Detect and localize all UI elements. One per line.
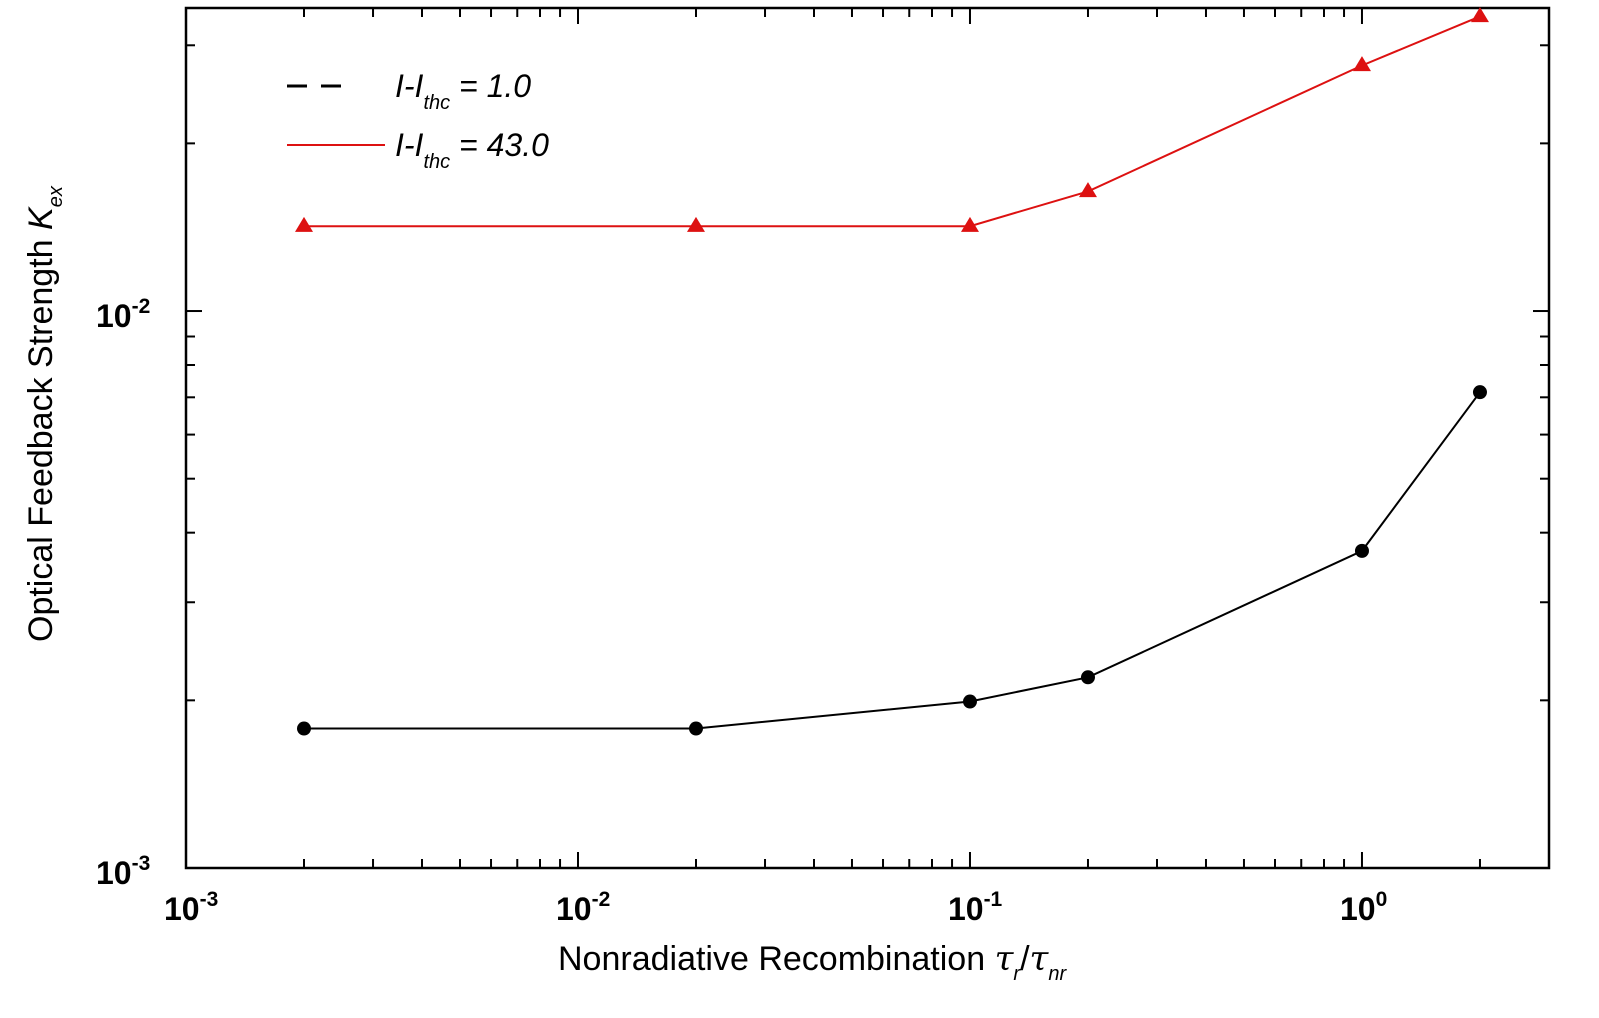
data-point-series-2 (1470, 7, 1489, 23)
series-line-2 (304, 15, 1481, 228)
data-point-series-2 (960, 216, 979, 232)
data-point-series-2 (295, 216, 314, 232)
legend-label-series-2-prefix: I-I (395, 127, 424, 163)
axis-ticks (185, 8, 1550, 869)
y-tick-label: 10-3 (96, 852, 150, 891)
x-axis-title: Nonradiative Recombination τr/τnr (558, 939, 1067, 985)
x-tick-label: 10-2 (556, 888, 610, 927)
series-line-1 (304, 391, 1481, 730)
x-axis-title-tau-r: τ (995, 939, 1015, 979)
series-layer (295, 7, 1489, 736)
x-tick-label: 10-1 (948, 888, 1003, 927)
legend: I-Ithc = 1.0 I-Ithc = 43.0 (287, 68, 549, 173)
data-point-series-1 (962, 694, 977, 709)
legend-label-series-1-rest: = 1.0 (450, 68, 531, 104)
legend-label-series-1-sub: thc (423, 92, 450, 114)
y-axis-title-main: Optical Feedback Strength (22, 230, 60, 642)
data-point-series-1 (1472, 385, 1487, 400)
data-point-series-1 (1080, 670, 1095, 685)
legend-label-series-1-prefix: I-I (395, 68, 424, 104)
x-axis-title-slash: / (1020, 940, 1030, 978)
data-point-series-1 (1354, 543, 1369, 558)
x-axis-title-sub-nr: nr (1048, 963, 1067, 985)
y-axis-title-k: K (22, 206, 60, 230)
x-axis-title-sub-r: r (1013, 963, 1021, 985)
y-axis-title: Optical Feedback Strength Kex (22, 185, 67, 642)
x-tick-label: 10-3 (164, 888, 218, 927)
y-axis-title-sub: ex (45, 185, 67, 207)
x-axis-title-tau-nr: τ (1030, 939, 1050, 979)
data-point-series-2 (1352, 56, 1371, 72)
data-point-series-1 (688, 721, 703, 736)
legend-label-series-2-rest: = 43.0 (450, 127, 549, 163)
legend-label-series-2-sub: thc (423, 151, 450, 173)
x-tick-label: 100 (1340, 888, 1387, 927)
data-point-series-1 (297, 721, 312, 736)
legend-label-series-2: I-Ithc = 43.0 (395, 127, 549, 173)
y-tick-label: 10-2 (96, 295, 150, 334)
legend-label-series-1: I-Ithc = 1.0 (395, 68, 531, 114)
plot-frame (184, 6, 1551, 870)
data-point-series-2 (1078, 182, 1097, 198)
x-axis-title-main: Nonradiative Recombination (558, 940, 995, 978)
data-point-series-2 (686, 216, 705, 232)
axis-tick-labels: 10-3 10-2 10-1 100 10-3 10-2 (96, 295, 1387, 927)
